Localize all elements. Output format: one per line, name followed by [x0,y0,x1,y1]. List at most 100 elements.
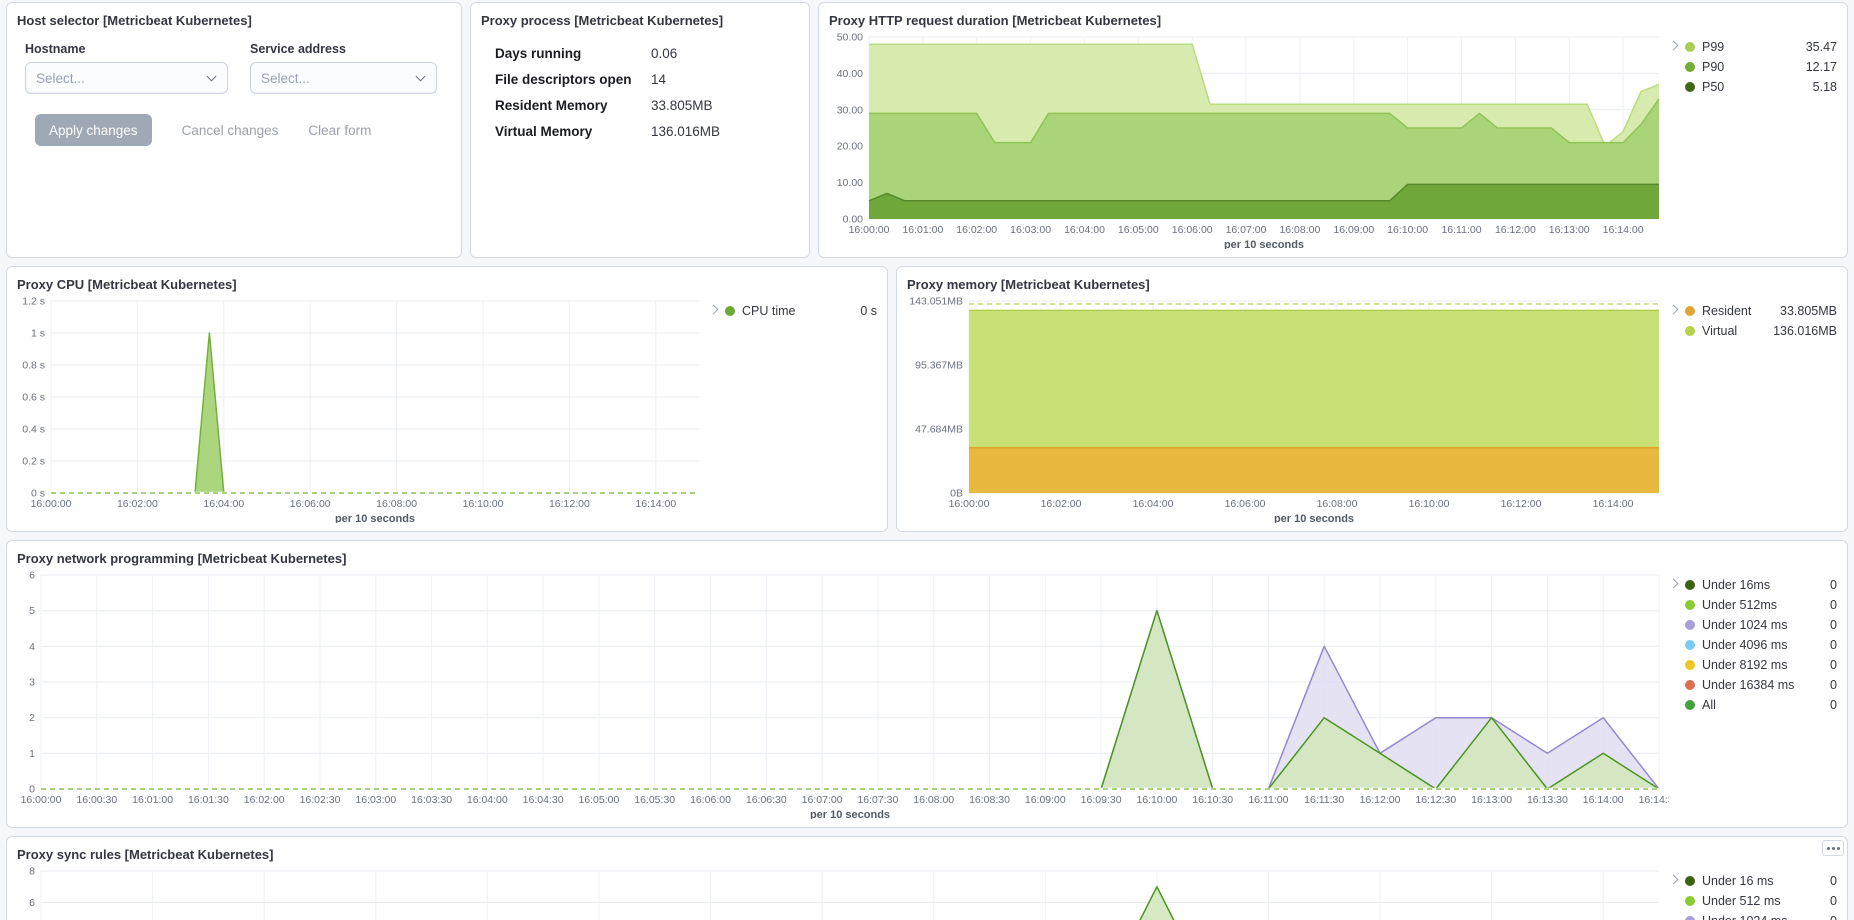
chevron-right-icon[interactable] [708,304,719,315]
legend-item[interactable]: Under 16 ms 0 [1685,871,1837,891]
panel-title: Proxy CPU [Metricbeat Kubernetes] [17,277,237,292]
svg-text:16:09:30: 16:09:30 [1081,794,1122,806]
svg-text:40.00: 40.00 [837,68,863,80]
legend-items: Under 16ms 0 Under 512ms 0 Under 1024 ms 0 Und… [1685,575,1837,715]
legend-item[interactable]: All 0 [1685,695,1837,715]
panel-proxy-cpu: Proxy CPU [Metricbeat Kubernetes] 0 s 0.2… [6,266,888,532]
legend-item[interactable]: CPU time 0 s [725,301,877,321]
chart-legend: Under 16ms 0 Under 512ms 0 Under 1024 ms 0 Und… [1668,567,1839,819]
svg-text:16:02:00: 16:02:00 [1041,498,1082,510]
legend-item[interactable]: Resident 33.805MB [1685,301,1837,321]
svg-text:0.6 s: 0.6 s [22,392,45,404]
chevron-right-icon[interactable] [1668,874,1679,885]
chart-svg: 0.00 10.00 20.00 30.00 40.00 50.00 16:00:00 16:… [837,32,1660,251]
legend-series-value: 0 [1830,618,1837,632]
svg-text:16:08:30: 16:08:30 [969,794,1010,806]
svg-text:47.684MB: 47.684MB [915,424,963,436]
apply-changes-button[interactable]: Apply changes [35,114,152,146]
svg-text:16:07:30: 16:07:30 [857,794,898,806]
metric-row: Resident Memory 33.805MB [495,97,801,114]
chart-legend: P99 35.47 P90 12.17 P50 5.18 [1668,29,1839,249]
cpu-chart[interactable]: 0 s 0.2 s 0.4 s 0.6 s 0.8 s 1 s 1.2 s 16:00:00 1… [15,293,709,525]
metric-value: 136.016MB [651,124,721,139]
chevron-right-icon[interactable] [1668,40,1679,51]
service-address-select[interactable]: Select... [250,62,437,94]
memory-chart[interactable]: 0B 47.684MB 95.367MB 143.051MB 16:00:00 16:02… [905,293,1669,525]
legend-item[interactable]: Under 16384 ms 0 [1685,675,1837,695]
series-color-dot [1685,306,1695,316]
panel-title: Proxy HTTP request duration [Metricbeat … [829,13,1162,28]
chevron-down-icon [206,71,217,82]
legend-series-name: CPU time [742,304,796,318]
legend-item[interactable]: Under 1024 ms0 [1685,911,1837,920]
http-request-duration-chart[interactable]: 0.00 10.00 20.00 30.00 40.00 50.00 16:00:00 16:… [827,29,1669,251]
legend-items: Resident 33.805MB Virtual 136.016MB [1685,301,1837,341]
panel-title: Proxy memory [Metricbeat Kubernetes] [907,277,1150,292]
svg-text:16:09:00: 16:09:00 [1025,794,1066,806]
svg-text:16:04:00: 16:04:00 [467,794,508,806]
series-color-dot [1685,700,1695,710]
clear-form-button[interactable]: Clear form [308,122,372,138]
legend-series-value: 0 [1824,914,1837,920]
hostname-field-group: Hostname Select... [25,42,228,94]
legend-series-value: 0 [1830,698,1837,712]
legend-item[interactable]: Under 16ms 0 [1685,575,1837,595]
legend-item[interactable]: Virtual 136.016MB [1685,321,1837,341]
legend-item[interactable]: P50 5.18 [1685,77,1837,97]
panel-proxy-http-request-duration: Proxy HTTP request duration [Metricbeat … [818,2,1848,258]
chevron-right-icon[interactable] [1668,304,1679,315]
chevron-down-icon [415,71,426,82]
service-address-label: Service address [250,42,346,56]
svg-text:16:12:00: 16:12:00 [1501,498,1542,510]
hostname-select[interactable]: Select... [25,62,228,94]
legend-item[interactable]: Under 4096 ms 0 [1685,635,1837,655]
svg-text:16:13:00: 16:13:00 [1471,794,1512,806]
host-selector-buttons: Apply changes Cancel changes Clear form [35,114,453,146]
ellipsis-icon [1831,846,1835,850]
cancel-changes-button[interactable]: Cancel changes [181,122,279,138]
legend-item[interactable]: Under 8192 ms 0 [1685,655,1837,675]
svg-text:16:10:30: 16:10:30 [1192,794,1233,806]
metric-label: Resident Memory [495,98,608,113]
metric-label: File descriptors open [495,72,632,87]
series-color-dot [1685,876,1695,886]
legend-item[interactable]: Under 512ms 0 [1685,595,1837,615]
metric-value: 33.805MB [651,98,713,113]
svg-text:16:02:00: 16:02:00 [244,794,285,806]
legend-item[interactable]: P90 12.17 [1685,57,1837,77]
svg-text:16:01:00: 16:01:00 [132,794,173,806]
svg-text:16:14:30: 16:14:30 [1639,794,1669,806]
svg-text:30.00: 30.00 [837,104,863,116]
service-address-field-group: Service address Select... [250,42,437,94]
svg-text:0.00: 0.00 [843,214,864,226]
hostname-label: Hostname [25,42,86,56]
svg-text:16:04:00: 16:04:00 [1133,498,1174,510]
series-color-dot [725,306,735,316]
svg-text:16:05:00: 16:05:00 [578,794,619,806]
svg-text:16:04:00: 16:04:00 [203,498,244,510]
svg-text:2: 2 [29,712,35,724]
legend-series-name: Under 512 ms [1702,894,1781,908]
svg-text:16:14:00: 16:14:00 [635,498,676,510]
series-color-dot [1685,620,1695,630]
chevron-right-icon[interactable] [1668,578,1679,589]
chart-svg: 0246816:00:0016:01:0016:02:0016:03:0016:… [29,866,1659,920]
svg-text:0.4 s: 0.4 s [22,424,45,436]
svg-text:16:07:00: 16:07:00 [802,794,843,806]
legend-series-value: 136.016MB [1773,324,1837,338]
legend-item[interactable]: Under 512 ms 0 [1685,891,1837,911]
sync-rules-chart[interactable]: 0246816:00:0016:01:0016:02:0016:03:0016:… [15,863,1669,920]
panel-options-button[interactable] [1822,840,1844,856]
svg-text:16:06:00: 16:06:00 [290,498,331,510]
svg-text:16:04:00: 16:04:00 [1064,224,1105,236]
svg-text:16:12:00: 16:12:00 [1360,794,1401,806]
network-programming-chart[interactable]: 0 1 2 3 4 5 6 16:00:00 16:00:30 16:01:00 16:01:30 1… [15,567,1680,822]
legend-series-name: Under 4096 ms [1702,638,1788,652]
svg-text:16:05:00: 16:05:00 [1118,224,1159,236]
svg-text:16:10:00: 16:10:00 [1387,224,1428,236]
legend-item[interactable]: P99 35.47 [1685,37,1837,57]
metric-list: Days running 0.06 File descriptors open … [479,45,801,140]
legend-series-name: Under 8192 ms [1702,658,1788,672]
chart-legend: CPU time 0 s [708,293,879,523]
